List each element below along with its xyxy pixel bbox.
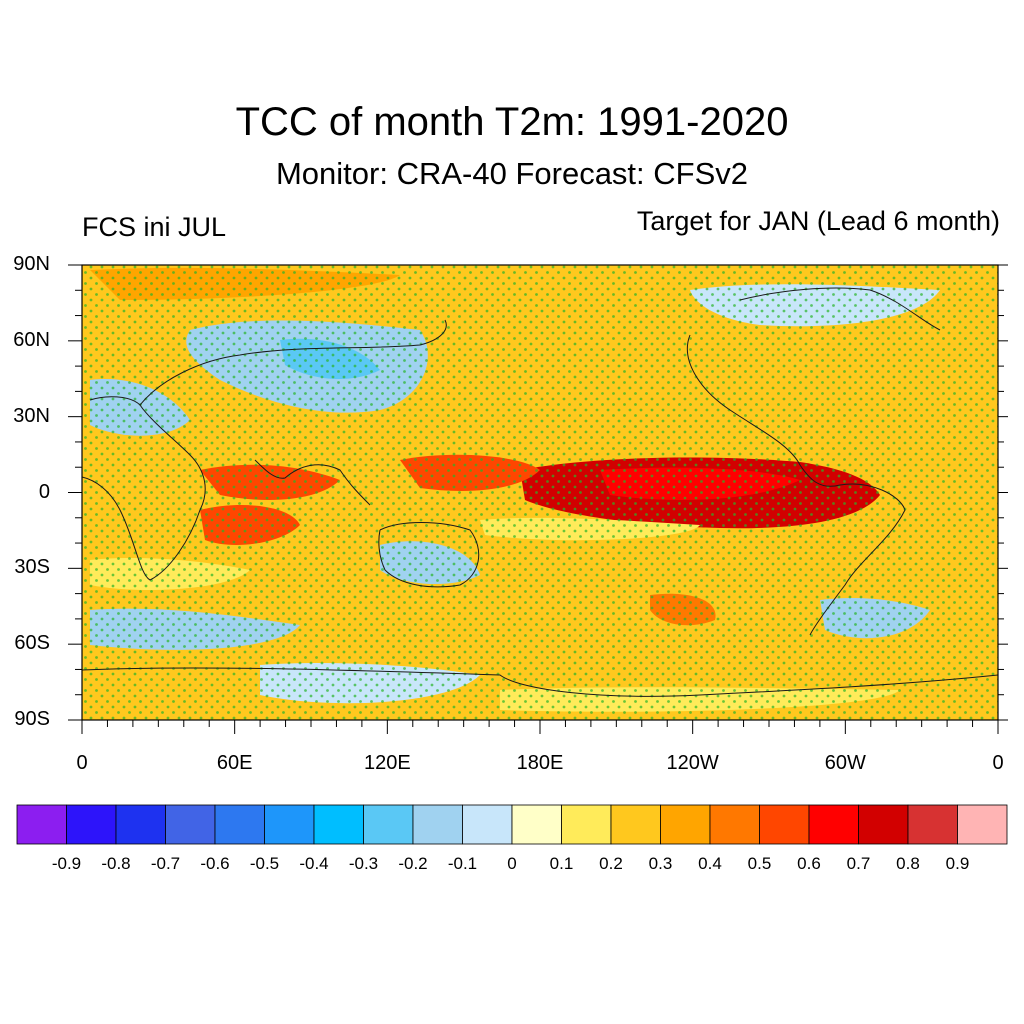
colorbar-label: -0.3	[348, 854, 379, 873]
colorbar-swatch	[561, 804, 612, 845]
colorbar-label: 0.3	[648, 854, 673, 873]
colorbar-swatch	[363, 804, 414, 845]
colorbar-swatch	[907, 804, 958, 845]
colorbar-label: 0.9	[945, 854, 970, 873]
lat-tick-label: 60N	[13, 328, 50, 351]
init-label: FCS ini JUL	[82, 212, 227, 242]
lon-tick-label: 120E	[363, 752, 411, 774]
colorbar-label: -0.1	[447, 854, 478, 873]
lon-tick-label: 60W	[824, 752, 866, 774]
colorbar-swatch	[709, 804, 760, 845]
lat-tick-label: 60S	[14, 632, 50, 655]
lat-tick-label: 0	[38, 480, 50, 503]
colorbar	[16, 804, 1008, 845]
colorbar-label: 0.8	[896, 854, 920, 873]
axis-ticks	[68, 264, 1008, 734]
colorbar-label: -0.5	[249, 854, 280, 873]
chart-subtitle: Monitor: CRA-40 Forecast: CFSv2	[275, 156, 749, 191]
colorbar-label: -0.9	[51, 854, 82, 873]
colorbar-label: -0.8	[101, 854, 131, 873]
colorbar-label: 0.5	[747, 854, 772, 873]
colorbar-swatch	[808, 804, 859, 845]
coastlines	[82, 287, 998, 697]
colorbar-label: 0	[507, 854, 517, 873]
colorbar-swatch	[115, 804, 166, 845]
colorbar-label: 0.2	[599, 854, 623, 873]
colorbar-label: -0.2	[398, 854, 428, 873]
colorbar-label: 0.4	[698, 854, 722, 873]
lon-tick-label: 120W	[666, 752, 719, 774]
colorbar-swatch	[16, 804, 67, 845]
colorbar-swatch	[957, 804, 1008, 845]
colorbar-swatch	[511, 804, 562, 845]
colorbar-swatch	[610, 804, 661, 845]
colorbar-swatch	[264, 804, 315, 845]
colorbar-swatch	[462, 804, 513, 845]
lat-tick-label: 30S	[14, 556, 50, 579]
lon-tick-label: 180E	[516, 752, 564, 774]
chart-title: TCC of month T2m: 1991-2020	[235, 100, 789, 144]
colorbar-label: -0.4	[299, 854, 329, 873]
colorbar-label: -0.6	[200, 854, 230, 873]
lat-tick-label: 30N	[13, 404, 50, 427]
target-label: Target for JAN (Lead 6 month)	[636, 206, 1000, 236]
colorbar-label: 0.1	[549, 854, 574, 873]
colorbar-swatch	[660, 804, 711, 845]
colorbar-swatch	[214, 804, 265, 845]
lat-tick-label: 90S	[14, 708, 50, 730]
lon-tick-label: 0	[76, 752, 88, 774]
colorbar-label: 0.6	[797, 854, 821, 873]
colorbar-swatch	[313, 804, 364, 845]
colorbar-swatch	[165, 804, 216, 845]
colorbar-swatch	[759, 804, 810, 845]
colorbar-swatch	[66, 804, 117, 845]
colorbar-swatch	[858, 804, 909, 845]
lon-tick-label: 0	[992, 752, 1004, 774]
map-field	[82, 265, 998, 720]
colorbar-label: -0.7	[150, 854, 181, 873]
lat-tick-label: 90N	[13, 253, 50, 275]
colorbar-label: 0.7	[846, 854, 871, 873]
lon-tick-label: 60E	[216, 752, 253, 774]
colorbar-swatch	[412, 804, 463, 845]
